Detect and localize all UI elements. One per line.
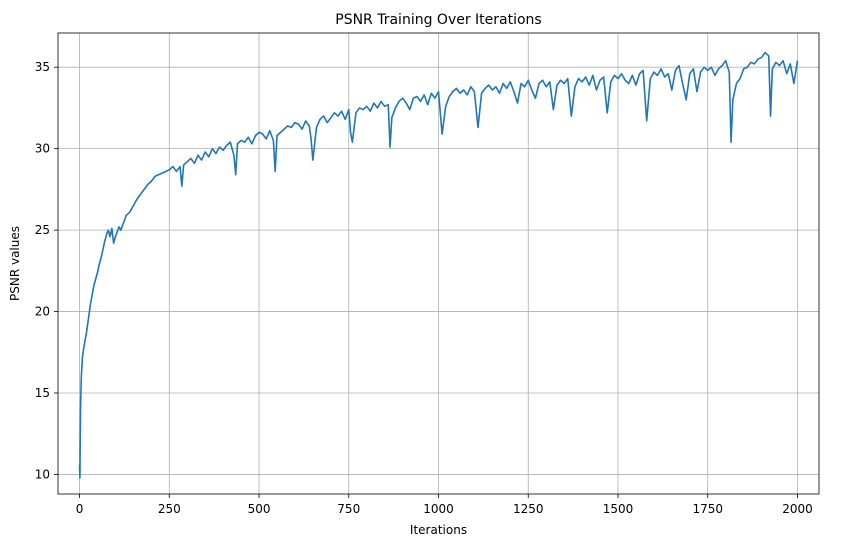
x-tick-label: 1750: [692, 502, 723, 516]
x-tick-label: 0: [76, 502, 84, 516]
x-tick-label: 750: [337, 502, 360, 516]
y-tick-label: 20: [35, 305, 50, 319]
x-tick-label: 1250: [513, 502, 544, 516]
y-tick-label: 10: [35, 467, 50, 481]
x-tick-label: 2000: [782, 502, 813, 516]
psnr-line: [78, 51, 799, 479]
x-tick-label: 1500: [603, 502, 634, 516]
x-tick-label: 1000: [423, 502, 454, 516]
y-tick-label: 15: [35, 386, 50, 400]
series-group: [78, 51, 799, 479]
gridlines: [58, 33, 819, 494]
y-tick-label: 30: [35, 142, 50, 156]
y-tick-label: 25: [35, 223, 50, 237]
y-axis-ticks: 10 15 20 25 30 35: [35, 60, 58, 481]
y-tick-label: 35: [35, 60, 50, 74]
x-axis-ticks: 0 250 500 750 1000 1250 1500 1750 2000: [76, 494, 813, 516]
x-tick-label: 500: [248, 502, 271, 516]
x-tick-label: 250: [158, 502, 181, 516]
chart-title: PSNR Training Over Iterations: [335, 12, 541, 28]
y-axis-label: PSNR values: [8, 226, 22, 301]
x-axis-label: Iterations: [410, 523, 467, 537]
